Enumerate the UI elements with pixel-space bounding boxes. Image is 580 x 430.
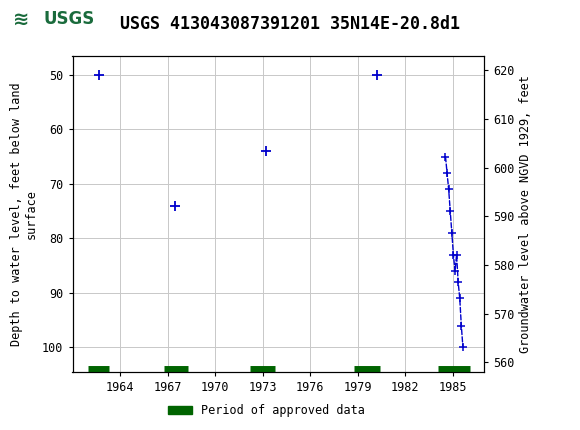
Text: USGS: USGS (44, 10, 95, 28)
Point (261, 148, 270, 155)
Point (449, 252, 458, 258)
Point (443, 169, 452, 176)
Point (441, 153, 450, 160)
Point (445, 208, 455, 215)
Point (95, 71, 104, 78)
Y-axis label: Groundwater level above NGVD 1929, feet: Groundwater level above NGVD 1929, feet (519, 75, 532, 353)
Point (455, 295, 465, 302)
Y-axis label: Depth to water level, feet below land
surface: Depth to water level, feet below land su… (10, 82, 38, 346)
Point (450, 268, 459, 275)
Text: USGS 413043087391201 35N14E-20.8d1: USGS 413043087391201 35N14E-20.8d1 (120, 15, 460, 33)
Point (454, 279, 463, 286)
Point (171, 202, 180, 209)
Text: ≋: ≋ (13, 9, 29, 28)
Legend: Period of approved data: Period of approved data (164, 399, 370, 422)
Point (456, 322, 466, 329)
FancyBboxPatch shape (3, 3, 107, 35)
Point (444, 186, 454, 193)
Point (372, 71, 381, 78)
Point (458, 344, 467, 351)
Point (447, 230, 456, 236)
Point (452, 252, 461, 258)
